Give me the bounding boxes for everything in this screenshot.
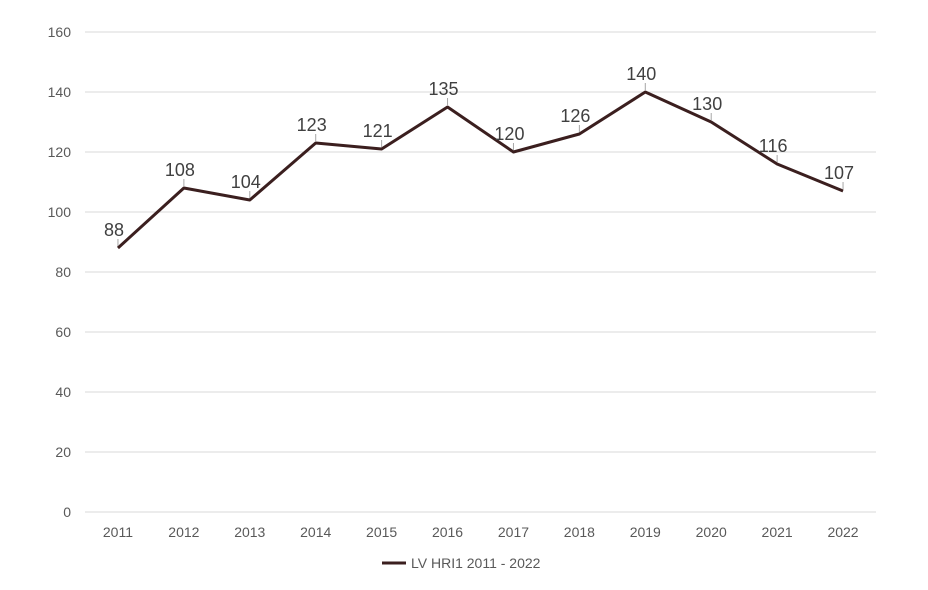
x-tick-label: 2022	[827, 524, 858, 540]
x-tick-label: 2021	[762, 524, 793, 540]
x-tick-label: 2011	[103, 524, 133, 540]
x-tick-label: 2015	[366, 524, 397, 540]
label-leaders	[117, 83, 844, 246]
y-tick-label: 140	[48, 84, 72, 100]
legend: LV HRI1 2011 - 2022	[382, 555, 541, 571]
data-label: 135	[429, 79, 459, 99]
y-tick-label: 100	[48, 204, 72, 220]
x-tick-label: 2019	[630, 524, 661, 540]
data-label: 126	[560, 106, 590, 126]
data-label: 123	[297, 115, 327, 135]
data-label: 88	[104, 220, 124, 240]
x-axis-ticks: 2011 2012 2013 2014 2015 2016 2017 2018 2019 2020…	[103, 524, 859, 540]
y-tick-label: 0	[63, 504, 71, 520]
x-tick-label: 2013	[234, 524, 265, 540]
data-label: 107	[824, 163, 854, 183]
series-group	[116, 90, 844, 250]
x-tick-label: 2020	[696, 524, 727, 540]
data-label: 121	[363, 121, 393, 141]
y-tick-label: 80	[55, 264, 71, 280]
data-label: 108	[165, 160, 195, 180]
y-tick-label: 60	[55, 324, 71, 340]
legend-label: LV HRI1 2011 - 2022	[411, 555, 541, 571]
x-tick-label: 2014	[300, 524, 331, 540]
data-label: 130	[692, 94, 722, 114]
data-label: 140	[626, 64, 656, 84]
y-tick-label: 160	[48, 24, 72, 40]
series-line	[116, 90, 844, 250]
data-label: 120	[494, 124, 524, 144]
y-tick-label: 20	[55, 444, 71, 460]
x-tick-label: 2017	[498, 524, 529, 540]
x-tick-label: 2018	[564, 524, 595, 540]
data-label: 104	[231, 172, 261, 192]
gridlines	[85, 31, 876, 513]
x-tick-label: 2012	[168, 524, 199, 540]
y-tick-label: 40	[55, 384, 71, 400]
y-axis-ticks: 0 20 40 60 80 100 120 140 160	[48, 24, 72, 520]
x-tick-label: 2016	[432, 524, 463, 540]
y-tick-label: 120	[48, 144, 72, 160]
data-labels: 88 108 104 123 121 135 120 126 140 130 116 107	[104, 64, 854, 240]
data-label: 116	[759, 136, 788, 156]
